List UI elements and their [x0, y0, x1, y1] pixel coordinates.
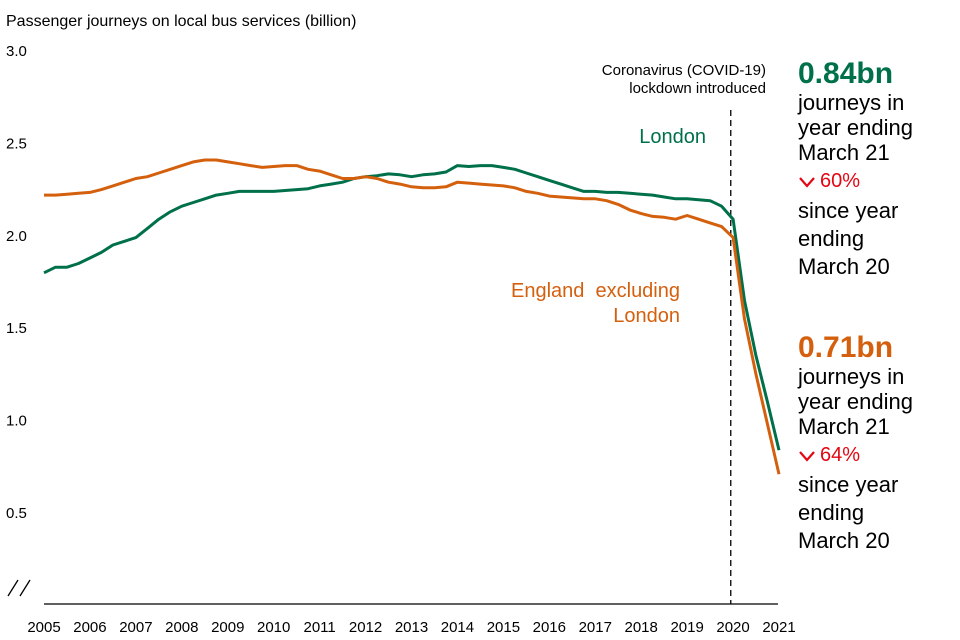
london-desc-1: journeys in: [798, 90, 905, 115]
x-tick-label: 2012: [349, 619, 382, 636]
x-tick-label: 2007: [119, 619, 152, 636]
england-value: 0.71bn: [798, 331, 894, 364]
x-tick-label: 2019: [670, 619, 703, 636]
x-tick-label: 2015: [487, 619, 520, 636]
lockdown-annotation-line-2: lockdown introduced: [629, 80, 766, 97]
x-tick-label: 2017: [579, 619, 612, 636]
england-since-3: March 20: [798, 528, 890, 553]
y-tick-label: 0.5: [6, 505, 27, 522]
england-since-2: ending: [798, 500, 865, 525]
england-change-value: 64%: [820, 444, 861, 466]
lockdown-annotation-line-1: Coronavirus (COVID-19): [602, 62, 766, 79]
london-change-value: 60%: [820, 170, 861, 192]
london-desc-3: March 21: [798, 140, 890, 165]
x-tick-label: 2018: [625, 619, 658, 636]
y-tick-label: 3.0: [6, 43, 27, 60]
x-tick-label: 2014: [441, 619, 474, 636]
london-since-1: since year: [798, 198, 899, 223]
chevron-down-icon: [799, 450, 815, 462]
london-value: 0.84bn: [798, 57, 894, 90]
london-callout: 0.84bn journeys in year ending March 21 …: [798, 58, 958, 281]
series-label-england-line-2: London: [613, 305, 680, 327]
england-desc-3: March 21: [798, 414, 890, 439]
series-label-england-line-1: England excluding: [511, 280, 680, 302]
x-tick-label: 2009: [211, 619, 244, 636]
x-tick-label: 2010: [257, 619, 290, 636]
y-tick-label: 2.5: [6, 135, 27, 152]
y-tick-label: 1.5: [6, 320, 27, 337]
series-line-england-excluding-london: [44, 158, 781, 475]
x-tick-label: 2006: [73, 619, 106, 636]
england-desc-1: journeys in: [798, 364, 905, 389]
england-desc-2: year ending: [798, 389, 913, 414]
london-change: 60%: [798, 169, 958, 193]
england-change: 64%: [798, 443, 958, 467]
chevron-down-icon: [799, 176, 815, 188]
x-tick-label: 2021: [762, 619, 795, 636]
london-since-3: March 20: [798, 254, 890, 279]
y-tick-label: 1.0: [6, 413, 27, 430]
series-line-london: [43, 164, 781, 451]
y-axis-label: Passenger journeys on local bus services…: [6, 13, 356, 30]
london-desc-2: year ending: [798, 115, 913, 140]
x-tick-label: 2005: [27, 619, 60, 636]
x-tick-label: 2011: [303, 619, 335, 636]
england-since-1: since year: [798, 472, 899, 497]
london-since-2: ending: [798, 226, 865, 251]
y-tick-label: 2.0: [6, 228, 27, 245]
x-tick-label: 2016: [533, 619, 566, 636]
england-callout: 0.71bn journeys in year ending March 21 …: [798, 332, 958, 555]
x-tick-label: 2013: [395, 619, 428, 636]
x-tick-label: 2008: [165, 619, 198, 636]
x-tick-label: 2020: [716, 619, 749, 636]
series-label-london: London: [639, 126, 706, 148]
axis-break-mark: [7, 579, 31, 597]
